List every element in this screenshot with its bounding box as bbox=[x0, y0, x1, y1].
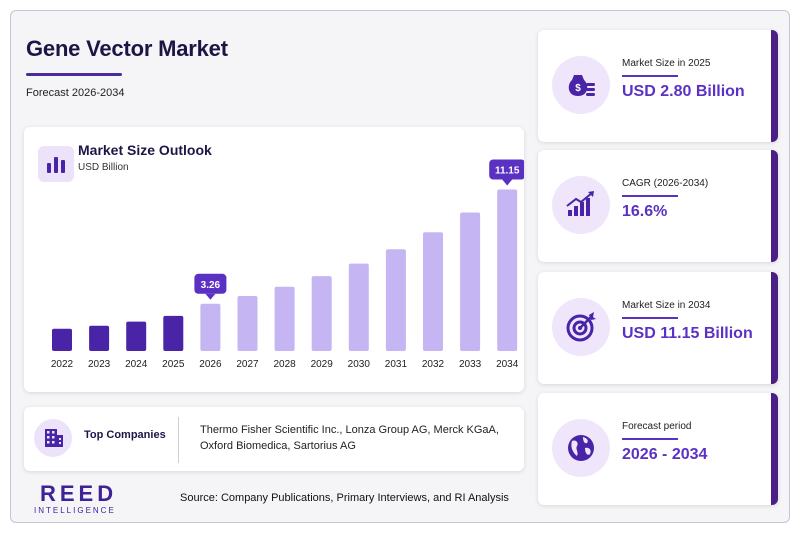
x-tick-label: 2024 bbox=[125, 359, 148, 370]
money-bag-icon: $ bbox=[552, 56, 610, 114]
stat-underline bbox=[622, 438, 678, 440]
page-title: Gene Vector Market bbox=[26, 36, 228, 61]
brand-logo: REED bbox=[40, 481, 118, 506]
bar-2025 bbox=[163, 315, 184, 351]
data-label-2026: 3.26 bbox=[194, 273, 227, 300]
stat-value: 16.6% bbox=[622, 203, 668, 220]
chart-card: Market Size Outlook USD Billion 2022 2023… bbox=[24, 127, 524, 392]
bar-2032 bbox=[423, 232, 443, 351]
stat-value: USD 2.80 Billion bbox=[622, 83, 745, 100]
bar-2026 bbox=[200, 303, 221, 351]
source-note: Source: Company Publications, Primary In… bbox=[180, 492, 509, 504]
x-tick-label: 2030 bbox=[348, 359, 371, 370]
stat-underline bbox=[622, 317, 678, 319]
x-tick-label: 2033 bbox=[459, 359, 482, 370]
stat-card-market-2025: $ Market Size in 2025 USD 2.80 Billion bbox=[538, 30, 778, 142]
bar-2029 bbox=[311, 276, 332, 351]
x-tick-label: 2029 bbox=[311, 359, 334, 370]
x-tick-label: 2031 bbox=[385, 359, 408, 370]
x-tick-label: 2025 bbox=[162, 359, 185, 370]
growth-chart-icon bbox=[552, 176, 610, 234]
stat-card-market-2034: Market Size in 2034 USD 11.15 Billion bbox=[538, 272, 778, 384]
building-icon bbox=[34, 419, 72, 457]
bar-2022 bbox=[52, 328, 72, 351]
bar-chart-icon bbox=[38, 146, 74, 182]
x-tick-label: 2027 bbox=[236, 359, 259, 370]
top-companies-list: Thermo Fisher Scientific Inc., Lonza Gro… bbox=[200, 424, 499, 452]
globe-icon bbox=[552, 419, 610, 477]
bar-2027 bbox=[237, 296, 258, 351]
x-tick-label: 2023 bbox=[88, 359, 111, 370]
brand-tagline: INTELLIGENCE bbox=[34, 506, 116, 515]
divider bbox=[178, 417, 179, 463]
x-tick-label: 2034 bbox=[496, 359, 519, 370]
bar-2033 bbox=[460, 212, 481, 351]
stat-label: Market Size in 2034 bbox=[622, 300, 711, 311]
card-accent bbox=[771, 393, 778, 505]
target-icon bbox=[552, 298, 610, 356]
stat-underline bbox=[622, 75, 678, 77]
x-tick-label: 2032 bbox=[422, 359, 445, 370]
top-companies-card: Top Companies Thermo Fisher Scientific I… bbox=[24, 407, 524, 471]
card-accent bbox=[771, 150, 778, 262]
card-accent bbox=[771, 30, 778, 142]
svg-text:$: $ bbox=[575, 83, 581, 94]
card-accent bbox=[771, 272, 778, 384]
chart-title: Market Size Outlook bbox=[78, 142, 212, 158]
bar-2028 bbox=[274, 286, 295, 351]
stat-label: Market Size in 2025 bbox=[622, 58, 711, 69]
x-tick-label: 2028 bbox=[273, 359, 296, 370]
bar-2030 bbox=[348, 263, 369, 351]
stat-label: CAGR (2026-2034) bbox=[622, 178, 709, 189]
stat-value: USD 11.15 Billion bbox=[622, 325, 753, 342]
page-subtitle: Forecast 2026-2034 bbox=[26, 87, 125, 99]
stat-value: 2026 - 2034 bbox=[622, 446, 708, 463]
bar-2024 bbox=[126, 321, 147, 351]
bar-chart: 2022 2023 2024 2025 2026 2027 2028 2029 2030 2031… bbox=[51, 159, 524, 370]
stat-card-cagr: CAGR (2026-2034) 16.6% bbox=[538, 150, 778, 262]
stat-label: Forecast period bbox=[622, 421, 692, 432]
title-underline bbox=[26, 73, 122, 76]
top-companies-label: Top Companies bbox=[84, 429, 166, 441]
svg-text:11.15: 11.15 bbox=[495, 166, 520, 177]
chart-unit: USD Billion bbox=[78, 162, 129, 173]
x-tick-label: 2026 bbox=[199, 359, 222, 370]
bar-2031 bbox=[385, 249, 406, 351]
svg-text:3.26: 3.26 bbox=[201, 280, 221, 291]
stat-underline bbox=[622, 195, 678, 197]
bar-2023 bbox=[89, 325, 110, 351]
bar-2034 bbox=[497, 189, 518, 351]
x-tick-label: 2022 bbox=[51, 359, 74, 370]
data-label-2034: 11.15 bbox=[489, 159, 524, 186]
stat-card-forecast-period: Forecast period 2026 - 2034 bbox=[538, 393, 778, 505]
